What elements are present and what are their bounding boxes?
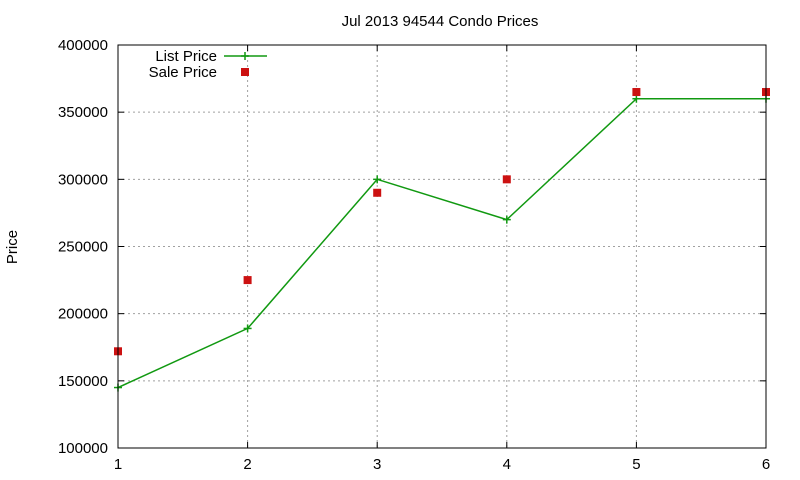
y-tick-label: 100000 bbox=[58, 440, 108, 457]
y-axis-label: Price bbox=[4, 230, 21, 264]
x-tick-label: 5 bbox=[632, 456, 640, 473]
x-tick-label: 1 bbox=[114, 456, 122, 473]
series-layer bbox=[114, 88, 770, 392]
plot-frame bbox=[117, 44, 767, 449]
legend-swatch-square bbox=[241, 68, 249, 76]
x-tick-label: 4 bbox=[503, 456, 511, 473]
y-tick-label: 350000 bbox=[58, 104, 108, 121]
y-tick-label: 200000 bbox=[58, 306, 108, 323]
chart-title: Jul 2013 94544 Condo Prices bbox=[342, 13, 539, 30]
x-tick-label: 3 bbox=[373, 456, 381, 473]
y-tick-label: 400000 bbox=[58, 37, 108, 54]
tick-layer: 100000 150000 200000 250000 300000 350000 4000… bbox=[58, 37, 770, 473]
x-tick-label: 6 bbox=[762, 456, 770, 473]
legend-swatch-marker bbox=[241, 52, 249, 60]
series-line-list-price bbox=[117, 97, 766, 389]
grid-layer bbox=[118, 45, 766, 448]
list-price-point bbox=[502, 215, 511, 224]
y-tick-label: 300000 bbox=[58, 171, 108, 188]
legend-label: Sale Price bbox=[149, 64, 217, 81]
y-tick-label: 250000 bbox=[58, 239, 108, 256]
sale-price-point bbox=[502, 175, 511, 184]
list-price-point bbox=[243, 324, 252, 333]
x-tick-label: 2 bbox=[243, 456, 251, 473]
y-tick-label: 150000 bbox=[58, 373, 108, 390]
sale-price-point bbox=[632, 88, 641, 97]
sale-price-point bbox=[243, 276, 252, 285]
list-price-point bbox=[632, 94, 641, 103]
list-price-point bbox=[373, 175, 382, 184]
sale-price-point bbox=[373, 188, 382, 197]
legend-label: List Price bbox=[155, 48, 217, 65]
